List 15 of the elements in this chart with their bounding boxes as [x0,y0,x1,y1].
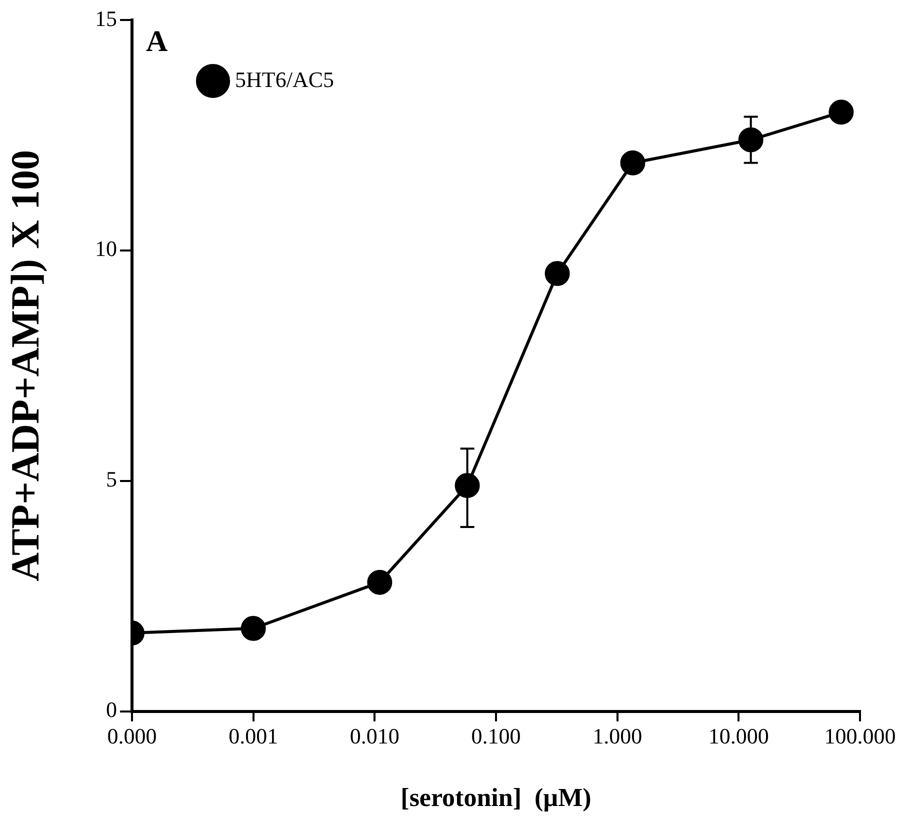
x-axis-title: [serotonin] (µM) [400,783,592,812]
x-tick-label: 100.000 [824,723,896,748]
annotation: A [146,24,168,58]
y-tick-label: 5 [106,466,117,492]
x-tick-label: 0.100 [471,723,521,748]
y-tick-label: 15 [95,6,117,31]
x-tick-label: 0.000 [107,723,157,748]
x-tick-label: 1.000 [592,723,642,748]
legend-label: 5HT6/AC5 [235,66,334,92]
x-tick-label: 0.010 [350,723,400,748]
x-tick-label: 0.001 [228,723,278,748]
y-axis-title: ATP+ADP+AMP]) X 100 [2,150,48,582]
y-tick-label: 0 [106,697,117,722]
y-tick-label: 10 [95,236,117,262]
x-tick-label: 10.000 [708,723,769,748]
